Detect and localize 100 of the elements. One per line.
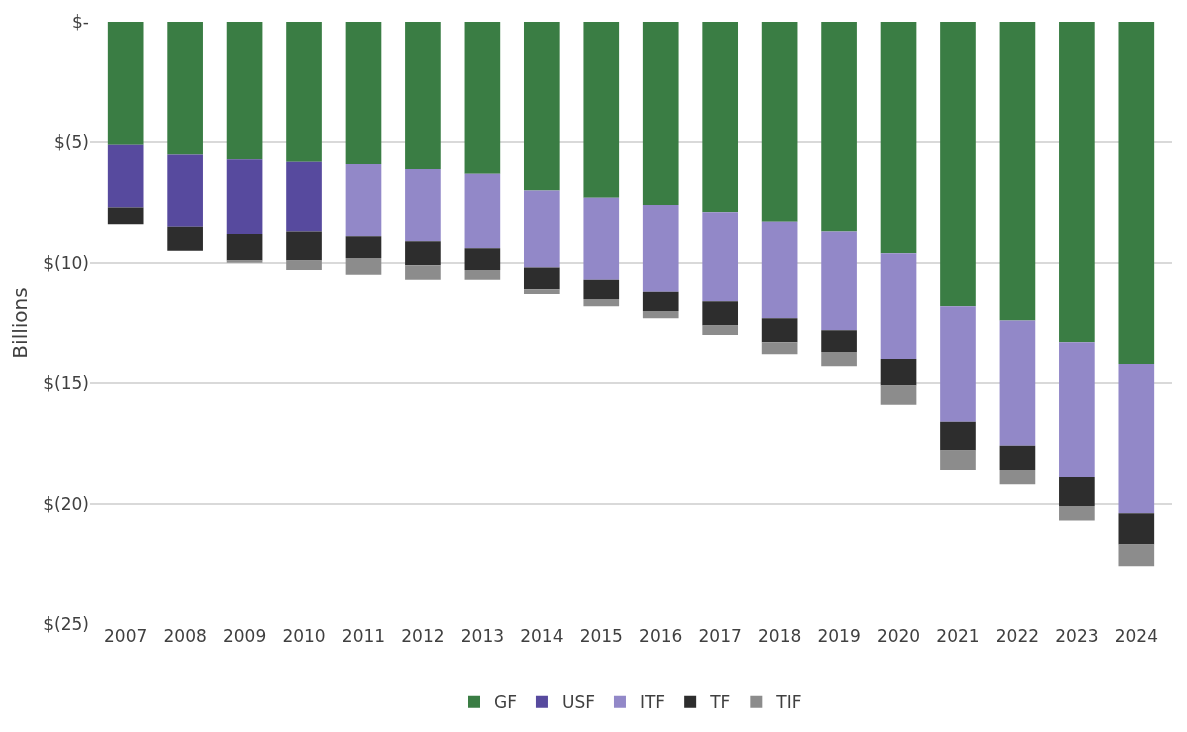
bar: [583, 22, 620, 198]
bar: [880, 385, 917, 405]
x-tick-label: 2011: [341, 626, 386, 646]
y-axis-title: Billions: [7, 287, 32, 359]
bar: [702, 22, 739, 213]
y-tick-label: $(25): [43, 613, 89, 634]
bar: [702, 301, 739, 326]
bar: [999, 320, 1036, 446]
bar: [405, 265, 441, 280]
bar: [821, 351, 857, 367]
bar: [642, 291, 679, 311]
bar: [107, 207, 144, 225]
x-tick-label: 2024: [1114, 626, 1158, 646]
y-tick-label: $-: [72, 11, 89, 32]
legend-label: USF: [561, 692, 595, 713]
bar: [821, 231, 857, 331]
bar: [761, 318, 798, 343]
bar: [583, 197, 620, 280]
bar: [702, 325, 739, 336]
bar: [1118, 544, 1155, 567]
bar: [345, 236, 382, 258]
bar: [405, 241, 441, 266]
bar: [464, 22, 501, 174]
x-tick-label: 2008: [163, 626, 207, 646]
bar: [286, 161, 322, 232]
bar: [286, 231, 322, 261]
bar: [880, 359, 917, 386]
legend-label: GF: [494, 692, 517, 713]
x-tick-label: 2014: [520, 626, 564, 646]
bar: [999, 22, 1036, 321]
bar: [464, 173, 501, 249]
bar: [1059, 342, 1095, 478]
x-tick-label: 2017: [698, 626, 742, 646]
bar: [1118, 513, 1155, 545]
bar: [523, 267, 560, 290]
bar: [345, 22, 382, 165]
x-tick-label: 2022: [995, 626, 1040, 646]
bar: [1059, 477, 1095, 507]
bar: [523, 22, 560, 191]
bar: [226, 260, 263, 263]
bar: [583, 279, 620, 299]
bar: [107, 22, 144, 145]
bar: [107, 144, 144, 208]
bar: [345, 257, 382, 275]
legend-label: ITF: [639, 692, 666, 713]
bar: [821, 330, 857, 352]
x-tick-label: 2023: [1055, 626, 1099, 646]
bar: [940, 450, 976, 470]
bar: [1118, 22, 1155, 364]
bar: [286, 22, 322, 162]
bar: [880, 253, 917, 360]
x-tick-label: 2019: [817, 626, 861, 646]
x-tick-label: 2018: [758, 626, 802, 646]
bar: [345, 164, 382, 237]
x-tick-label: 2016: [639, 626, 683, 646]
bar: [642, 22, 679, 206]
bar: [761, 342, 798, 355]
bar: [999, 469, 1036, 485]
legend-label: TIF: [775, 692, 802, 713]
bar: [226, 233, 263, 261]
bar: [761, 22, 798, 222]
bar: [940, 306, 976, 422]
bar: [761, 221, 798, 319]
bar: [226, 22, 263, 160]
bar: [523, 190, 560, 268]
bar: [583, 298, 620, 307]
bar: [999, 445, 1036, 470]
y-tick-label: $(15): [43, 373, 89, 394]
bar: [464, 270, 501, 280]
bar: [405, 22, 441, 169]
x-tick-label: 2020: [876, 626, 921, 646]
y-tick-label: $(20): [43, 493, 89, 514]
bar: [523, 289, 560, 295]
bar: [642, 205, 679, 292]
bar: [1059, 22, 1095, 343]
x-tick-label: 2012: [401, 626, 445, 646]
bar: [642, 310, 679, 319]
y-tick-label: $(5): [54, 132, 89, 153]
bar: [880, 22, 917, 254]
x-tick-label: 2009: [222, 626, 267, 646]
bar: [464, 248, 501, 271]
x-tick-label: 2015: [579, 626, 623, 646]
bar: [1059, 506, 1095, 521]
bar: [286, 260, 322, 271]
bar: [1118, 363, 1155, 514]
legend-label: TF: [709, 692, 731, 713]
bar: [821, 22, 857, 232]
x-tick-label: 2010: [282, 626, 326, 646]
bar: [940, 22, 976, 307]
bar: [226, 159, 263, 234]
bar: [167, 226, 203, 251]
x-tick-label: 2013: [460, 626, 504, 646]
bar: [405, 168, 441, 242]
bar: [167, 22, 203, 155]
y-tick-label: $(10): [43, 252, 89, 273]
bar: [940, 421, 976, 451]
x-tick-label: 2021: [936, 626, 980, 646]
x-tick-label: 2007: [104, 626, 148, 646]
bar: [167, 154, 203, 227]
bar: [702, 212, 739, 302]
